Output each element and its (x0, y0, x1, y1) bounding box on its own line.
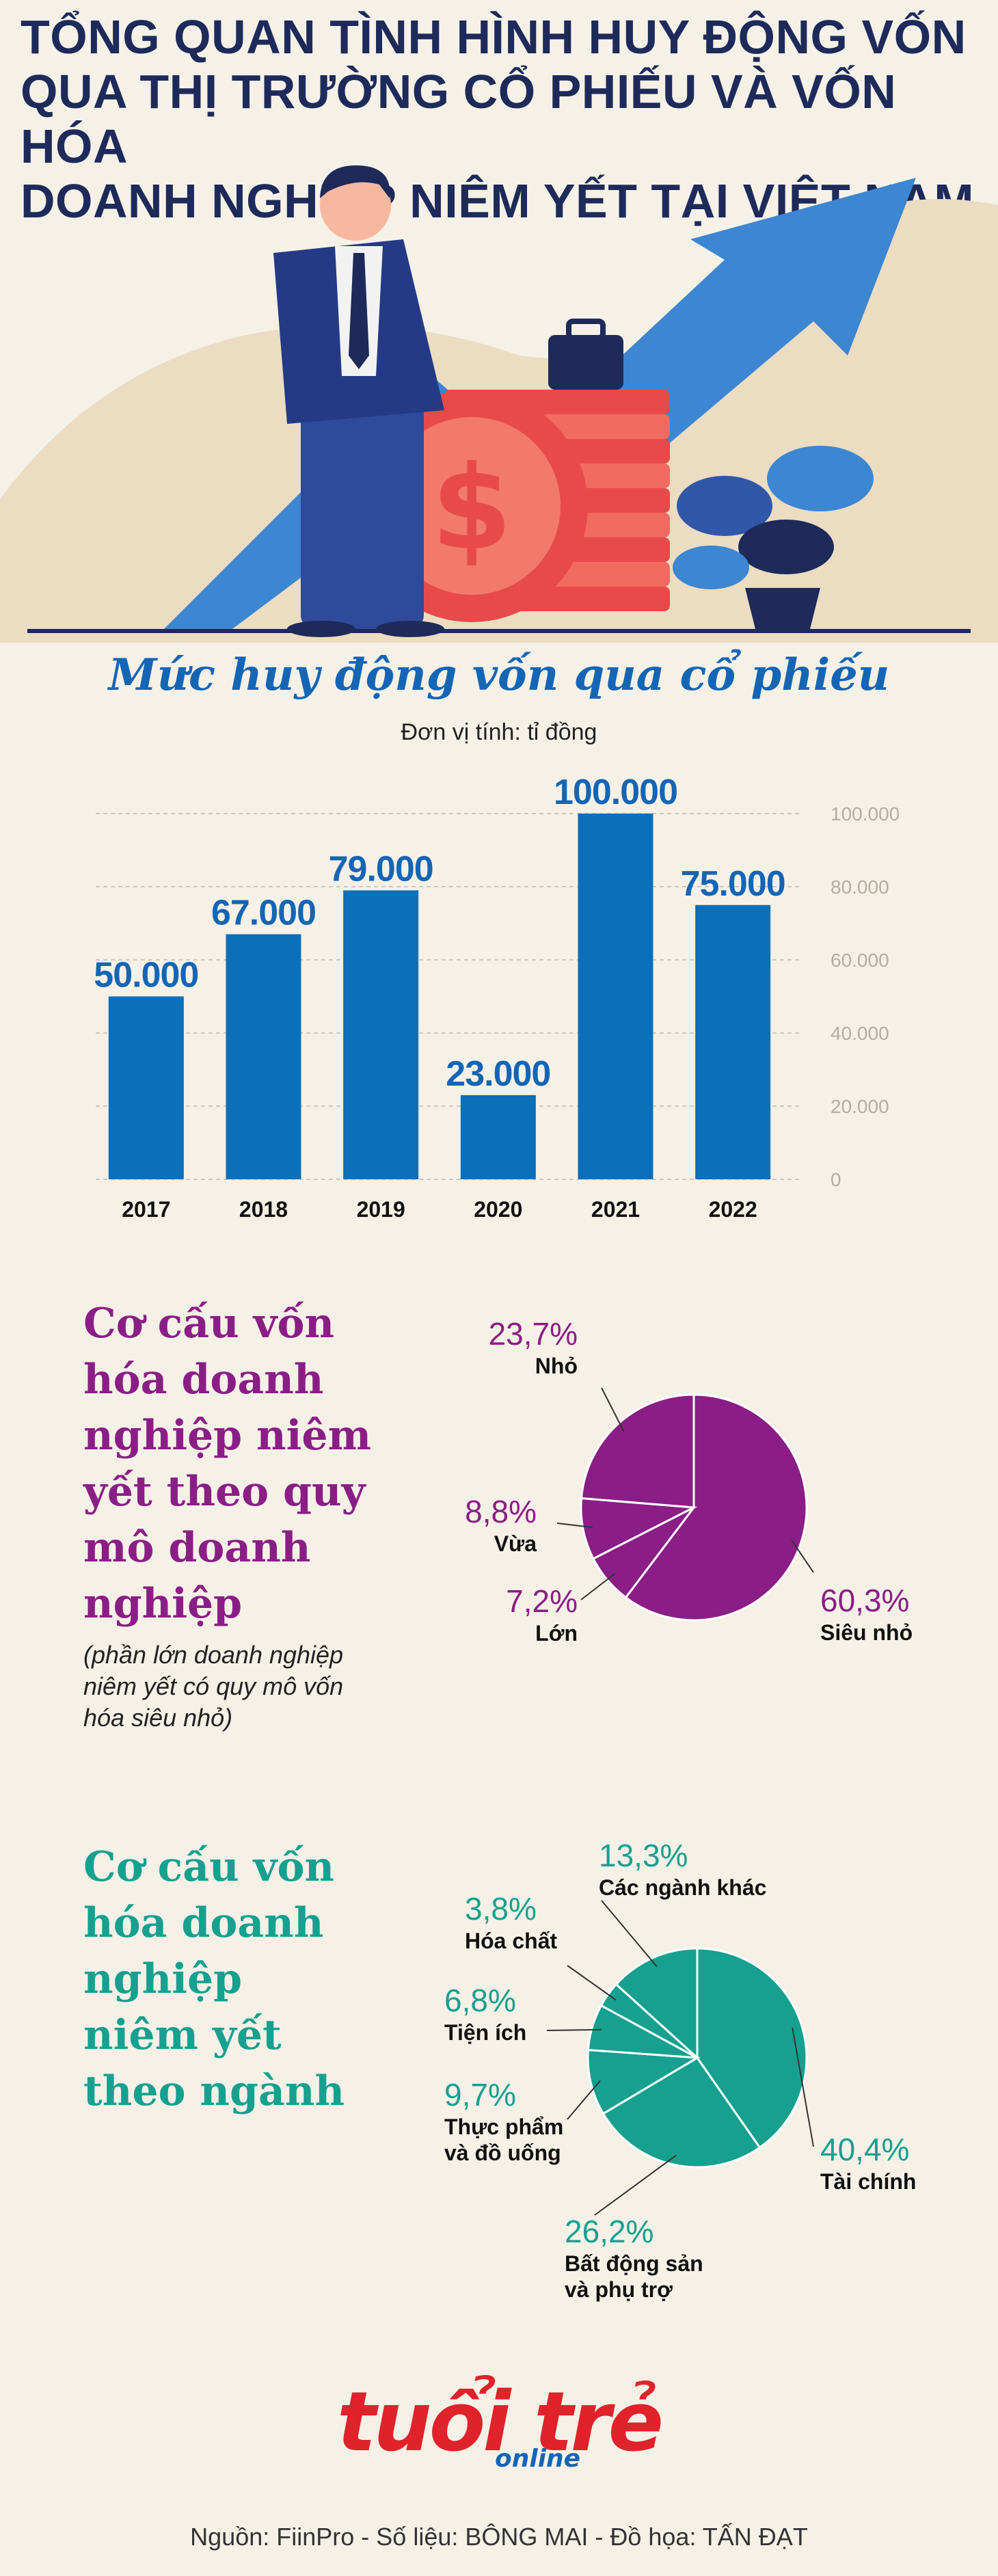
title-line: TỔNG QUAN TÌNH HÌNH HUY ĐỘNG VỐN (21, 10, 967, 64)
slice-name-label: Các ngành khác (599, 1875, 766, 1900)
coin-symbol: $ (431, 441, 512, 576)
slice-name-label: và phụ trợ (565, 2277, 673, 2302)
logo-sub-text: online (495, 2445, 581, 2473)
logo-main-text: tuổi trẻ (336, 2375, 664, 2470)
note-line: hóa siêu nhỏ) (83, 1704, 233, 1732)
title-line: hóa doanh (83, 1356, 324, 1404)
slice-name-label: và đồ uống (444, 2141, 561, 2165)
y-tick-label: 0 (831, 1169, 841, 1190)
slice-value-label: 40,4% (820, 2132, 909, 2167)
bar-value-label: 75.000 (681, 864, 785, 904)
note-line: (phần lớn doanh nghiệp (83, 1641, 344, 1669)
title-line: mô doanh (83, 1524, 311, 1572)
sector-section-title: Cơ cấu vốn hóa doanh nghiệp niêm yết the… (83, 1839, 466, 2119)
slice-value-label: 60,3% (820, 1583, 909, 1618)
pie-slice (602, 2056, 761, 2169)
briefcase-icon (548, 319, 623, 390)
note-line: niêm yết có quy mô vốn (83, 1672, 344, 1700)
pie-slice (624, 1393, 808, 1622)
x-tick-label: 2021 (591, 1197, 640, 1222)
slice-value-label: 8,8% (465, 1494, 537, 1529)
x-tick-label: 2022 (709, 1197, 757, 1222)
leader-line (601, 1387, 625, 1432)
pie-slice (615, 1947, 699, 2061)
bar-value-label: 23.000 (446, 1054, 550, 1094)
bar (108, 996, 184, 1179)
slice-value-label: 9,7% (444, 2077, 516, 2112)
pie-slice (696, 1947, 808, 2149)
title-line: niêm yết (83, 2011, 282, 2059)
slice-name-label: Bất động sản (565, 2251, 703, 2276)
leader-line (791, 1540, 814, 1573)
y-tick-label: 60.000 (831, 950, 889, 971)
pie-slice (586, 2048, 701, 2115)
bar (460, 1095, 536, 1179)
slice-value-label: 23,7% (489, 1316, 578, 1352)
pie-slice (580, 1393, 695, 1509)
x-tick-label: 2019 (357, 1197, 405, 1222)
bar-value-label: 79.000 (329, 849, 433, 889)
size-section-title: Cơ cấu vốn hóa doanh nghiệp niêm yết the… (83, 1296, 466, 1632)
leader-line (556, 1522, 593, 1529)
credits: Nguồn: FiinPro - Số liệu: BÔNG MAI - Đồ … (190, 2523, 808, 2551)
x-tick-label: 2017 (122, 1197, 170, 1222)
leader-line (594, 2154, 677, 2216)
tuoi-tre-logo[interactable]: tuổi trẻ online (0, 2375, 998, 2482)
x-tick-label: 2020 (474, 1197, 522, 1222)
size-pie-chart: 60,3%Siêu nhỏ 7,2%Lớn 8,8%Vừa 23,7%Nhỏ (465, 1316, 913, 1646)
leader-line (601, 1900, 658, 1968)
bar-chart: 0 20.000 40.000 60.000 80.000 100.000 50.000 20… (94, 773, 900, 1222)
bar-value-label: 67.000 (211, 894, 316, 933)
slice-name-label: Tài chính (820, 2169, 916, 2194)
hero-illustration: $ (0, 165, 998, 643)
bar-value-label: 50.000 (94, 956, 198, 995)
slice-name-label: Siêu nhỏ (820, 1620, 913, 1645)
size-section-note: (phần lớn doanh nghiệp niêm yết có quy m… (83, 1639, 439, 1734)
x-tick-label: 2018 (239, 1197, 288, 1222)
slice-name-label: Hóa chất (465, 1929, 557, 1953)
plant-icon (673, 446, 874, 629)
page-title: TỔNG QUAN TÌNH HÌNH HUY ĐỘNG VỐN QUA THỊ… (21, 10, 977, 228)
title-line: nghiệp (83, 1955, 243, 2003)
leader-line (567, 2080, 601, 2120)
slice-value-label: 7,2% (506, 1583, 578, 1619)
y-tick-label: 20.000 (831, 1096, 889, 1117)
leader-line (792, 2028, 814, 2147)
y-tick-label: 100.000 (831, 803, 900, 824)
bar-value-label: 100.000 (554, 773, 677, 812)
title-line: Cơ cấu vốn (83, 1843, 335, 1891)
slice-value-label: 26,2% (565, 2214, 653, 2249)
slice-name-label: Tiện ích (444, 2020, 526, 2045)
title-line: nghiệp niêm (83, 1412, 372, 1460)
businessman-figure (273, 165, 444, 637)
slice-value-label: 13,3% (599, 1838, 688, 1873)
bar-chart-unit: Đơn vị tính: tỉ đồng (401, 719, 597, 745)
y-tick-label: 80.000 (831, 876, 889, 898)
bar (578, 814, 653, 1179)
title-line: Cơ cấu vốn (83, 1300, 335, 1347)
bar (226, 934, 301, 1179)
bar (695, 904, 771, 1179)
title-line: hóa doanh (83, 1899, 324, 1947)
title-line: nghiệp (83, 1580, 243, 1628)
slice-value-label: 6,8% (444, 1983, 516, 2018)
slice-name-label: Nhỏ (535, 1354, 578, 1378)
leader-line (580, 1573, 615, 1600)
slice-name-label: Thực phẩm (444, 2115, 563, 2139)
leader-line (567, 1965, 617, 2001)
title-line: theo ngành (83, 2067, 345, 2115)
slice-value-label: 3,8% (465, 1891, 537, 1927)
title-line: QUA THỊ TRƯỜNG CỔ PHIẾU VÀ VỐN HÓA (21, 65, 897, 173)
title-line: yết theo quy (83, 1468, 366, 1516)
ground-line (27, 629, 971, 633)
bar-chart-title: Mức huy động vốn qua cổ phiếu (108, 649, 890, 701)
bar (343, 890, 419, 1179)
pie-slice (580, 1497, 698, 1560)
slice-name-label: Lớn (535, 1621, 578, 1646)
slice-name-label: Vừa (494, 1531, 537, 1556)
y-tick-label: 40.000 (831, 1023, 889, 1044)
